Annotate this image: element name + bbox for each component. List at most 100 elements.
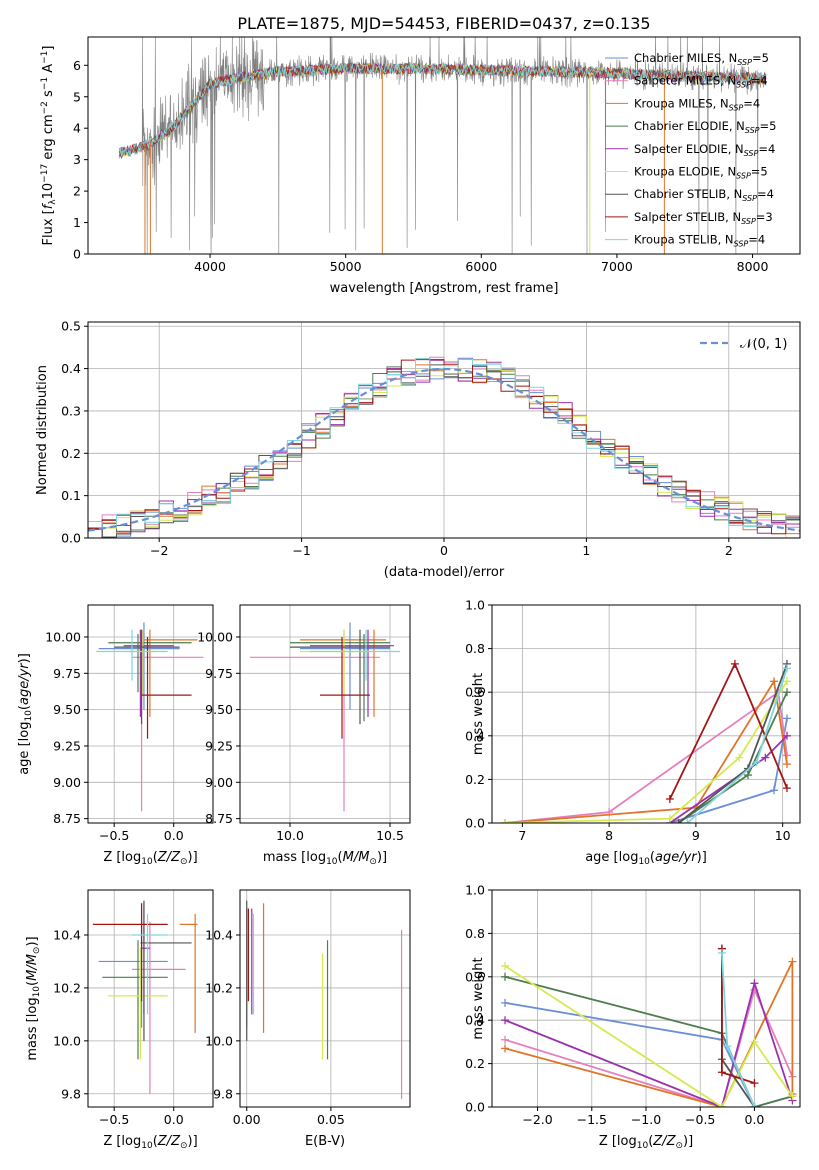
label-part: Chabrier ELODIE, N [634,119,745,133]
mass_ebv-axes: 0.00 0.05 9.8 10.0 10.2 10.4 E(B-V) [205,889,411,1149]
x-tick-label: −1.5 [577,1112,607,1127]
axes-frame [491,604,801,824]
weight-marker [501,819,510,823]
x-tick-label: 10.0 [276,828,304,843]
axes-frame [239,889,411,1108]
normal-curve [88,367,800,532]
x-tick-label: 0 [440,543,448,558]
x-tick-label: −2 [150,543,168,558]
y-tick-label: 1.0 [465,883,485,898]
label-part: =3 [756,210,773,224]
label-part: ( [17,705,32,710]
label-part: ( [648,1134,653,1149]
y-tick-label: 9.00 [53,775,81,790]
weight_z-axes: −2.0 −1.5 −1.0 −0.5 0.0 0.0 0.2 0.4 0.6 0.8 1.0 Z [… [465,883,801,1151]
legend-entry: Chabrier ELODIE, NSSP=5 [634,119,776,135]
legend-entry: Salpeter ELODIE, NSSP=4 [634,142,775,158]
weight-marker [782,751,791,760]
weight-line-1 [504,987,794,1107]
y-tick-label: 10.00 [45,629,81,644]
label-part: ⊙ [180,1141,188,1151]
weight-marker [717,1103,726,1107]
label-part: )] [17,653,32,663]
weight-marker [501,972,510,981]
x-axis-label: age [log10(age/yr)] [585,850,707,867]
label-part: f [41,202,56,209]
y-tick-label: 8.75 [53,811,81,826]
label-part: −17 [40,164,50,183]
y-tick-label: 3 [73,152,81,167]
weight-line-0 [504,1001,793,1107]
y-tick-label: 10.0 [205,1033,233,1048]
weight-marker [501,998,510,1007]
label-part: SSP [745,126,760,135]
x-tick-label: −0.5 [99,1112,129,1127]
weight-marker [761,753,770,762]
label-part: Z [log [599,1134,637,1149]
y-axis-label: mass weight [471,957,486,1039]
label-part: Salpeter MILES, N [634,74,736,88]
label-part: SSP [729,103,744,112]
weight-marker [750,1037,759,1046]
weight-marker [788,957,797,966]
label-part: SSP [742,194,757,203]
y-tick-label: 0.8 [465,641,485,656]
label-part: mass [log [263,850,326,865]
age_z-plot [96,622,204,812]
x-tick-label: −1.0 [631,1112,661,1127]
weight-marker [501,1044,510,1053]
label-part: =4 [758,142,775,156]
label-part: Z/Z [157,1134,181,1149]
label-part: )] [683,1134,693,1149]
x-tick-label: 0.05 [317,1112,345,1127]
legend-entry: Salpeter STELIB, NSSP=3 [634,210,773,226]
spectrum-axes: 4000 5000 6000 7000 8000 0 1 2 3 4 5 6 wavelength [A… [40,36,801,296]
y-axis-label: mass [log10(M/M⊙)] [25,936,42,1060]
legend-entry: Kroupa MILES, NSSP=4 [634,96,760,112]
spectrum-plot [118,37,767,254]
weight-marker [723,1042,732,1051]
weight-line-5 [504,680,788,823]
label-part: Z [log [103,850,141,865]
label-part: 10 [326,857,338,867]
x-tick-label: −2.0 [522,1112,552,1127]
model-line-6 [118,62,767,159]
weight-line-2 [504,678,788,823]
x-tick-label: 6000 [465,259,497,274]
x-tick-label: 5000 [330,259,362,274]
label-part: M/M [343,850,370,865]
legend-entry: Chabrier STELIB, NSSP=4 [634,187,774,203]
y-tick-label: 0.0 [465,1100,485,1115]
y-axis-label: Normed distribution [35,365,50,495]
label-part: )] [25,936,40,946]
label-part: )] [188,1134,198,1149]
figure-title: PLATE=1875, MJD=54453, FIBERID=0437, z=0… [237,14,650,33]
x-tick-label: 8 [605,828,613,843]
weight-marker [665,795,674,804]
axes-frame [87,36,801,255]
label-part: age [log [17,722,32,775]
mass_z-plot [92,900,198,1094]
label-part: λ [48,199,58,205]
weight-marker [782,784,791,793]
label-part: ⊙ [675,1141,683,1151]
x-tick-label: −0.5 [685,1112,715,1127]
label-part: ( [650,850,655,865]
label-part: age/yr [655,850,698,865]
age_mass-axes: 10.0 10.5 8.75 9.00 9.25 9.50 9.75 10.00 mass [l… [197,604,411,867]
label-part: Chabrier STELIB, N [634,187,742,201]
x-tick-label: 7000 [601,259,633,274]
y-tick-label: 10.4 [53,927,81,942]
x-tick-label: 1 [582,543,590,558]
mass_ebv-plot [246,900,403,1100]
x-axis-label: Z [log10(Z/Z⊙)] [103,850,197,867]
weight_age-plot [501,659,791,823]
x-tick-label: 0.0 [164,1112,184,1127]
x-tick-label: 0.0 [164,828,184,843]
label-part: s [41,90,56,101]
y-axis-label: Flux [fλ10−17 erg cm−2 s−1 A−1] [40,46,58,246]
weight-line-4 [504,980,794,1107]
weight-line-7 [721,948,755,1084]
label-part: A [41,64,56,77]
